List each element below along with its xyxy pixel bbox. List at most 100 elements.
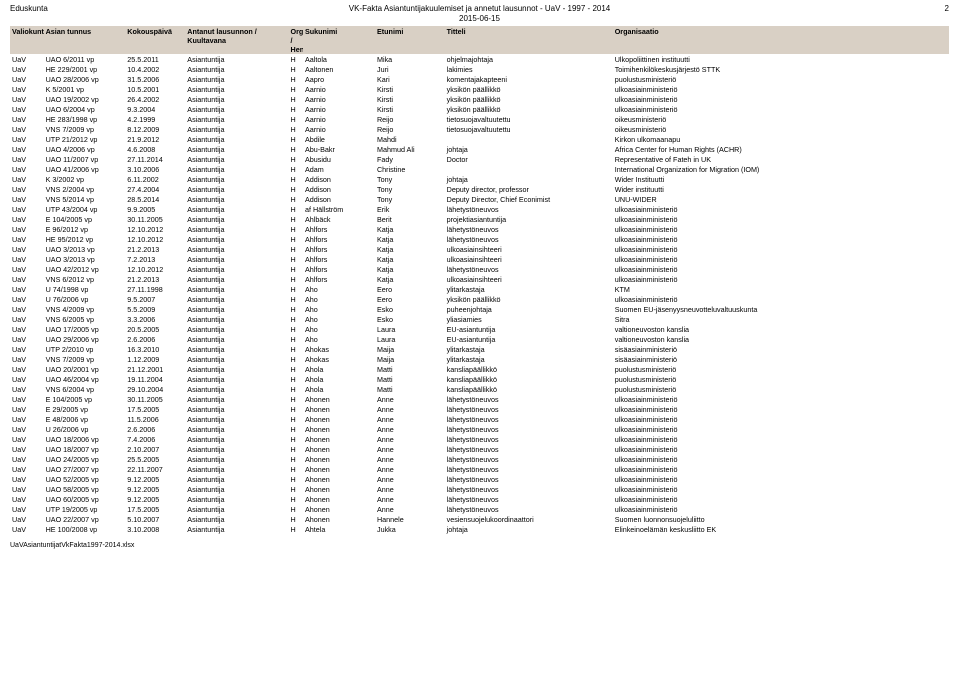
table-cell: sisäasiainministeriö [613,344,949,354]
table-row: UaVUAO 41/2006 vp3.10.2006AsiantuntijaHA… [10,164,949,174]
table-cell: lähetystöneuvos [445,444,613,454]
table-row: UaVVNS 6/2004 vp29.10.2004AsiantuntijaHA… [10,384,949,394]
table-cell: ulkoasiainministeriö [613,214,949,224]
table-cell: Ahlfors [303,264,375,274]
table-cell: Eero [375,294,445,304]
table-cell: Abu-Bakr [303,144,375,154]
table-cell: Ahlfors [303,274,375,284]
table-row: UaVVNS 4/2009 vp5.5.2009AsiantuntijaHAho… [10,304,949,314]
table-cell: VNS 2/2004 vp [44,184,126,194]
table-cell: UaV [10,244,44,254]
table-cell: UaV [10,114,44,124]
table-cell: Asiantuntija [185,374,288,384]
table-cell: ulkoasiainministeriö [613,434,949,444]
table-cell: UaV [10,204,44,214]
table-cell [445,164,613,174]
table-cell: EU-asiantuntija [445,334,613,344]
table-cell: ulkoasiainministeriö [613,504,949,514]
table-cell: H [289,124,303,134]
table-cell: Matti [375,384,445,394]
table-cell: VNS 5/2014 vp [44,194,126,204]
table-cell: ulkoasiainministeriö [613,274,949,284]
table-cell: UaV [10,344,44,354]
table-cell: UAO 28/2006 vp [44,74,126,84]
table-cell: H [289,464,303,474]
table-cell: Anne [375,414,445,424]
table-cell: UAO 60/2005 vp [44,494,126,504]
table-row: UaVUAO 27/2007 vp22.11.2007AsiantuntijaH… [10,464,949,474]
table-cell: H [289,264,303,274]
table-cell: 5.5.2009 [125,304,185,314]
table-row: UaVVNS 2/2004 vp27.4.2004AsiantuntijaHAd… [10,184,949,194]
table-cell: Mika [375,54,445,64]
table-cell: Ahonen [303,454,375,464]
table-cell: UaV [10,84,44,94]
table-cell: UAO 29/2006 vp [44,334,126,344]
table-row: UaVUAO 4/2006 vp4.6.2008AsiantuntijaHAbu… [10,144,949,154]
table-cell: VNS 6/2004 vp [44,384,126,394]
table-cell: ylitarkastaja [445,284,613,294]
table-cell: UAO 11/2007 vp [44,154,126,164]
table-cell: 4.2.1999 [125,114,185,124]
table-cell: lähetystöneuvos [445,234,613,244]
table-cell: 2.6.2006 [125,424,185,434]
table-cell: Asiantuntija [185,464,288,474]
table-row: UaVK 5/2001 vp10.5.2001AsiantuntijaHAarn… [10,84,949,94]
column-header: Asian tunnus [44,26,126,54]
table-cell: Asiantuntija [185,274,288,284]
table-cell: Aho [303,334,375,344]
table-row: UaVUAO 6/2004 vp9.3.2004AsiantuntijaHAar… [10,104,949,114]
table-cell: 25.5.2011 [125,54,185,64]
table-cell: H [289,444,303,454]
column-header: Organisaatio /Henkilö [289,26,303,54]
table-cell: Ahonen [303,484,375,494]
table-cell: lähetystöneuvos [445,204,613,214]
table-cell: H [289,364,303,374]
table-cell: Ahonen [303,414,375,424]
table-row: UaVK 3/2002 vp6.11.2002AsiantuntijaHAddi… [10,174,949,184]
table-row: UaVE 104/2005 vp30.11.2005AsiantuntijaHA… [10,214,949,224]
table-cell: UTP 2/2010 vp [44,344,126,354]
table-cell: UaV [10,464,44,474]
table-cell: HE 95/2012 vp [44,234,126,244]
table-cell: H [289,74,303,84]
table-cell: Asiantuntija [185,344,288,354]
table-cell: Katja [375,224,445,234]
table-cell: H [289,224,303,234]
table-cell: H [289,154,303,164]
table-row: UaVUAO 18/2006 vp7.4.2006AsiantuntijaHAh… [10,434,949,444]
table-cell: lähetystöneuvos [445,394,613,404]
table-cell: UaV [10,294,44,304]
table-cell: ulkoasiainsihteeri [445,274,613,284]
data-table: ValiokuntaAsian tunnusKokouspäiväAntanut… [10,26,949,534]
column-header: Kokouspäivä [125,26,185,54]
table-cell: 7.4.2006 [125,434,185,444]
table-cell: ulkoasiainministeriö [613,264,949,274]
table-cell: Laura [375,334,445,344]
table-cell: Asiantuntija [185,64,288,74]
table-cell: Asiantuntija [185,254,288,264]
table-row: UaVUTP 2/2010 vp16.3.2010AsiantuntijaHAh… [10,344,949,354]
table-cell: 3.10.2008 [125,524,185,534]
table-row: UaVVNS 7/2009 vp1.12.2009AsiantuntijaHAh… [10,354,949,364]
table-cell: Anne [375,394,445,404]
table-cell: yksikön päällikkö [445,94,613,104]
table-cell: yksikön päällikkö [445,294,613,304]
table-cell: Ahtela [303,524,375,534]
table-cell: ulkoasiainministeriö [613,444,949,454]
table-cell: Asiantuntija [185,184,288,194]
table-cell: Anne [375,484,445,494]
table-row: UaVUAO 46/2004 vp19.11.2004AsiantuntijaH… [10,374,949,384]
table-cell: UaV [10,444,44,454]
table-cell: 22.11.2007 [125,464,185,474]
table-cell: H [289,144,303,154]
table-cell: 29.10.2004 [125,384,185,394]
table-cell: ulkoasiainministeriö [613,414,949,424]
table-cell: 9.9.2005 [125,204,185,214]
table-cell: UAO 17/2005 vp [44,324,126,334]
table-cell: Esko [375,314,445,324]
table-cell: Suomen EU-jäsenyysneuvotteluvaltuuskunta [613,304,949,314]
table-cell: ulkoasiainministeriö [613,394,949,404]
table-cell: UAO 4/2006 vp [44,144,126,154]
table-cell: Asiantuntija [185,394,288,404]
